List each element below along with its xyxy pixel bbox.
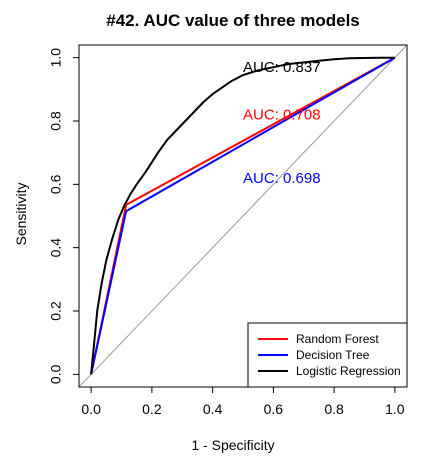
y-tick-label: 1.0 [48,48,64,68]
y-tick-label: 0.8 [48,111,64,131]
plot-frame [78,44,408,388]
x-tick-label: 0.2 [142,401,162,417]
series-line-logistic-regression [90,56,395,375]
chart-title: #42. AUC value of three models [106,11,360,30]
x-tick-label: 0.4 [203,401,223,417]
y-tick-label: 0.2 [48,301,64,321]
x-tick-label: 0.8 [324,401,344,417]
legend-label: Logistic Regression [296,364,401,378]
x-axis-title: 1 - Specificity [191,437,274,453]
y-tick-label: 0.4 [48,238,64,258]
x-tick-label: 0.0 [81,401,101,417]
x-tick-label: 1.0 [385,401,405,417]
x-tick-label: 0.6 [264,401,284,417]
plot-area: 0.0 0.2 0.4 0.6 0.8 1.0 0.0 0.2 0.4 0.6 0.8 1.0 AUC:… [48,44,408,417]
auc-annotation: AUC: 0.698 [243,170,321,187]
auc-annotation: AUC: 0.708 [243,107,321,124]
diagonal-reference-line [78,44,408,388]
legend-label: Decision Tree [296,348,370,362]
auc-annotation: AUC: 0.837 [243,59,321,76]
legend-label: Random Forest [296,332,379,346]
y-axis-title: Sensitivity [13,182,29,245]
series-line-decision-tree [90,56,396,375]
y-tick-label: 0.0 [48,364,64,384]
y-tick-label: 0.6 [48,174,64,194]
